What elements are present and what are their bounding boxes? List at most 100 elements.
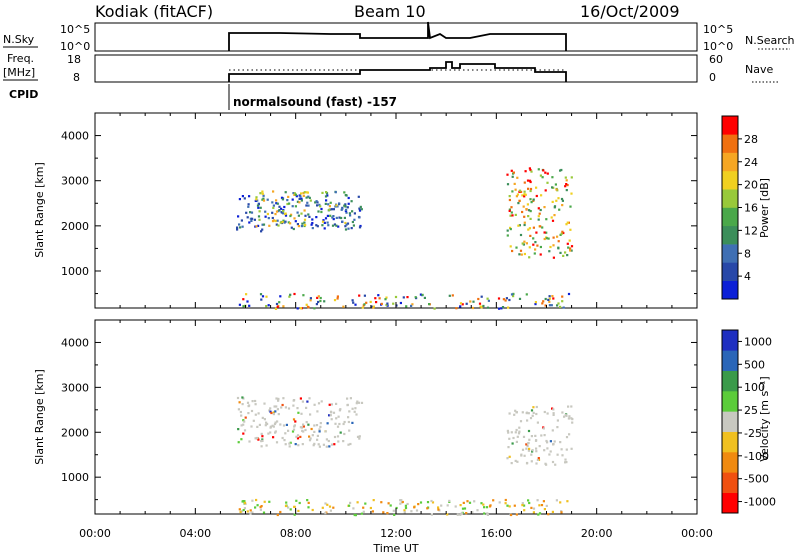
data-pixel bbox=[295, 499, 298, 502]
data-pixel bbox=[476, 509, 479, 512]
data-pixel bbox=[283, 205, 286, 209]
data-pixel bbox=[525, 242, 528, 245]
data-pixel bbox=[466, 500, 469, 503]
data-pixel bbox=[512, 295, 515, 298]
data-pixel bbox=[328, 403, 331, 406]
data-pixel bbox=[392, 509, 395, 512]
data-pixel bbox=[297, 509, 300, 512]
data-pixel bbox=[405, 305, 408, 308]
data-pixel bbox=[508, 208, 511, 211]
y-tick-label: 2000 bbox=[61, 426, 89, 439]
data-pixel bbox=[252, 419, 255, 422]
data-pixel bbox=[446, 504, 449, 507]
data-pixel bbox=[536, 499, 539, 502]
data-pixel bbox=[263, 500, 266, 503]
data-pixel bbox=[548, 295, 551, 298]
data-pixel bbox=[317, 443, 320, 446]
data-pixel bbox=[403, 509, 406, 512]
data-pixel bbox=[340, 208, 343, 211]
data-pixel bbox=[552, 443, 555, 446]
data-pixel bbox=[249, 211, 252, 214]
data-pixel bbox=[545, 463, 548, 466]
data-pixel bbox=[523, 215, 526, 218]
data-pixel bbox=[308, 439, 312, 442]
data-pixel bbox=[471, 511, 474, 514]
data-pixel bbox=[262, 223, 266, 226]
data-pixel bbox=[508, 455, 511, 458]
data-pixel bbox=[241, 195, 244, 198]
data-pixel bbox=[530, 201, 533, 204]
data-pixel bbox=[535, 194, 538, 198]
data-pixel bbox=[315, 216, 318, 219]
data-pixel bbox=[513, 413, 516, 416]
data-pixel bbox=[322, 443, 325, 446]
data-pixel bbox=[305, 191, 308, 194]
data-pixel bbox=[284, 443, 287, 446]
data-pixel bbox=[433, 307, 436, 310]
data-pixel bbox=[296, 434, 300, 437]
data-pixel bbox=[543, 231, 546, 234]
data-pixel bbox=[561, 300, 564, 303]
data-pixel bbox=[249, 509, 252, 512]
data-pixel bbox=[336, 295, 339, 298]
nave-tick-bottom: 0 bbox=[709, 71, 716, 84]
data-pixel bbox=[294, 220, 297, 223]
data-pixel bbox=[245, 211, 248, 214]
data-pixel bbox=[543, 410, 546, 414]
data-pixel bbox=[338, 409, 341, 412]
data-pixel bbox=[279, 295, 282, 298]
data-pixel bbox=[288, 442, 291, 445]
data-pixel bbox=[272, 436, 275, 439]
data-pixel bbox=[311, 434, 314, 437]
data-pixel bbox=[326, 221, 329, 224]
data-pixel bbox=[255, 196, 258, 199]
colorbar-tick-label: 100 bbox=[744, 381, 765, 394]
data-pixel bbox=[430, 499, 433, 503]
data-pixel bbox=[506, 229, 509, 232]
data-pixel bbox=[403, 511, 406, 514]
data-pixel bbox=[309, 199, 312, 202]
data-pixel bbox=[386, 512, 389, 515]
data-pixel bbox=[261, 192, 264, 195]
data-pixel bbox=[300, 412, 303, 415]
data-pixel bbox=[527, 187, 530, 190]
velocity-colorbar: 1000 500 100 25 -25 -100 -500 -1000 bbox=[721, 329, 776, 514]
data-pixel bbox=[517, 202, 520, 205]
data-pixel bbox=[459, 513, 462, 516]
colorbar-swatch bbox=[722, 472, 738, 493]
data-pixel bbox=[525, 412, 528, 415]
data-pixel bbox=[240, 510, 243, 513]
data-pixel bbox=[419, 501, 423, 504]
data-pixel bbox=[299, 195, 302, 198]
data-pixel bbox=[522, 205, 525, 208]
data-pixel bbox=[348, 212, 351, 215]
data-pixel bbox=[506, 429, 509, 432]
data-pixel bbox=[239, 510, 242, 514]
data-pixel bbox=[546, 412, 549, 415]
data-pixel bbox=[345, 211, 348, 214]
data-pixel bbox=[271, 424, 274, 427]
data-pixel bbox=[257, 224, 260, 227]
y-tick-label: 4000 bbox=[61, 130, 89, 143]
data-pixel bbox=[570, 405, 573, 408]
data-pixel bbox=[542, 500, 545, 503]
data-pixel bbox=[520, 190, 523, 193]
data-pixel bbox=[318, 430, 321, 433]
data-pixel bbox=[329, 214, 332, 217]
data-pixel bbox=[564, 176, 567, 179]
data-pixel bbox=[500, 307, 503, 310]
colorbar-tick-label: -1000 bbox=[744, 496, 776, 509]
data-pixel bbox=[472, 300, 475, 303]
data-pixel bbox=[347, 416, 350, 419]
data-pixel bbox=[570, 417, 573, 420]
data-pixel bbox=[526, 444, 529, 448]
data-pixel bbox=[303, 209, 306, 212]
data-pixel bbox=[344, 221, 347, 225]
data-pixel bbox=[332, 208, 335, 211]
data-pixel bbox=[522, 435, 526, 438]
data-pixel bbox=[531, 450, 534, 453]
data-pixel bbox=[516, 435, 519, 438]
data-pixel bbox=[331, 208, 334, 211]
data-pixel bbox=[402, 296, 405, 299]
